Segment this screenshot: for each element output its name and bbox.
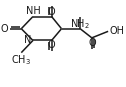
Text: NH: NH [26, 6, 40, 16]
Text: O: O [1, 24, 8, 34]
Text: O: O [48, 7, 55, 17]
Text: O: O [48, 40, 55, 50]
Text: OH: OH [109, 26, 124, 36]
Text: N: N [24, 35, 32, 45]
Text: CH$_3$: CH$_3$ [11, 54, 31, 67]
Text: NH$_2$: NH$_2$ [70, 17, 90, 31]
Text: O: O [88, 38, 96, 48]
